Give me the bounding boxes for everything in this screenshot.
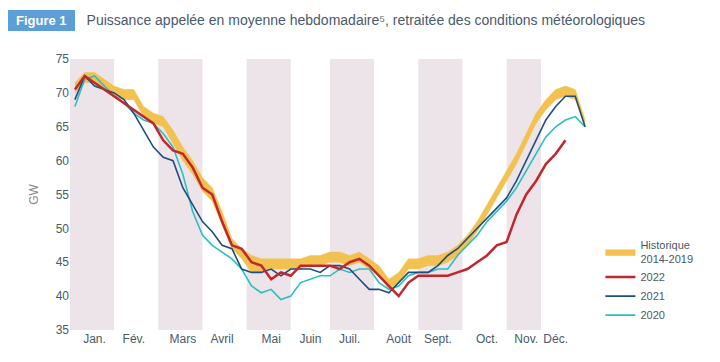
- svg-text:Fév.: Fév.: [123, 332, 145, 346]
- svg-text:2022: 2022: [640, 271, 664, 283]
- svg-text:Juil.: Juil.: [339, 332, 360, 346]
- svg-text:GW: GW: [27, 184, 41, 205]
- svg-text:40: 40: [56, 289, 70, 303]
- svg-text:Mars: Mars: [169, 332, 196, 346]
- svg-text:Mai: Mai: [261, 332, 280, 346]
- svg-text:55: 55: [56, 188, 70, 202]
- svg-text:2020: 2020: [640, 309, 664, 321]
- svg-text:65: 65: [56, 120, 70, 134]
- svg-text:60: 60: [56, 154, 70, 168]
- svg-text:70: 70: [56, 86, 70, 100]
- svg-text:Août: Août: [386, 332, 411, 346]
- svg-text:Historique2014-2019: Historique2014-2019: [640, 239, 693, 265]
- html-text:Puissance appelée en moyenne h: Puissance appelée en moyenne hebdomadair…: [86, 12, 645, 28]
- svg-text:Déc.: Déc.: [543, 332, 568, 346]
- svg-text:35: 35: [56, 323, 70, 337]
- html-text:Figure 1: Figure 1: [16, 12, 67, 28]
- svg-text:Juin: Juin: [299, 332, 321, 346]
- svg-text:50: 50: [56, 222, 70, 236]
- svg-text:Jan.: Jan.: [83, 332, 106, 346]
- svg-text:Avril: Avril: [211, 332, 234, 346]
- svg-text:75: 75: [56, 52, 70, 66]
- svg-text:Nov.: Nov.: [514, 332, 538, 346]
- svg-text:2021: 2021: [640, 290, 664, 302]
- svg-text:Sept.: Sept.: [424, 332, 452, 346]
- svg-text:45: 45: [56, 255, 70, 269]
- svg-text:Oct.: Oct.: [476, 332, 498, 346]
